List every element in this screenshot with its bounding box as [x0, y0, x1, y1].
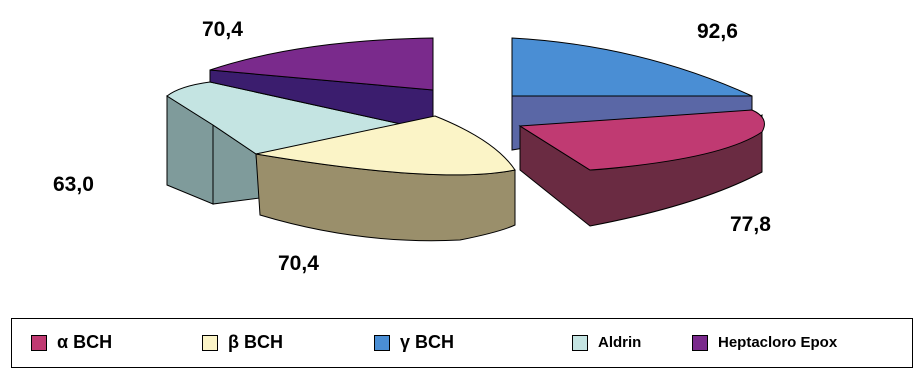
slice-alpha-top [518, 109, 765, 171]
legend-label-beta: β BCH [228, 332, 283, 352]
chart-legend: α BCH β BCH γ BCH Aldrin Heptacloro Epox [11, 318, 913, 368]
legend-swatch-hepta [692, 334, 708, 351]
slice-beta [255, 115, 516, 242]
legend-item-hepta: Heptacloro Epox [692, 334, 837, 351]
data-label-beta: 70,4 [278, 252, 319, 275]
slice-beta-top [255, 115, 516, 176]
legend-item-aldrin: Aldrin [572, 334, 641, 351]
legend-label-gamma: γ BCH [400, 332, 455, 352]
slice-alpha [518, 109, 765, 227]
legend-swatch-aldrin [572, 334, 588, 351]
pie-chart: 70,4 92,6 63,0 77,8 70,4 [53, 18, 771, 275]
legend-label-alpha: α BCH [57, 332, 113, 352]
slice-hepta-top [209, 37, 434, 91]
data-label-alpha: 77,8 [730, 213, 771, 236]
legend-swatch-beta [202, 334, 218, 351]
data-label-hepta: 70,4 [202, 18, 243, 41]
legend-item-alpha: α BCH [31, 332, 112, 353]
data-label-gamma: 92,6 [697, 20, 738, 43]
slice-gamma-top [511, 37, 753, 97]
legend-swatch-gamma [374, 334, 390, 351]
legend-item-beta: β BCH [202, 332, 283, 353]
legend-label-aldrin: Aldrin [598, 334, 642, 351]
legend-label-hepta: Heptacloro Epox [718, 334, 838, 351]
legend-item-gamma: γ BCH [374, 332, 454, 353]
data-label-aldrin: 63,0 [53, 173, 94, 196]
legend-swatch-alpha [31, 334, 47, 351]
